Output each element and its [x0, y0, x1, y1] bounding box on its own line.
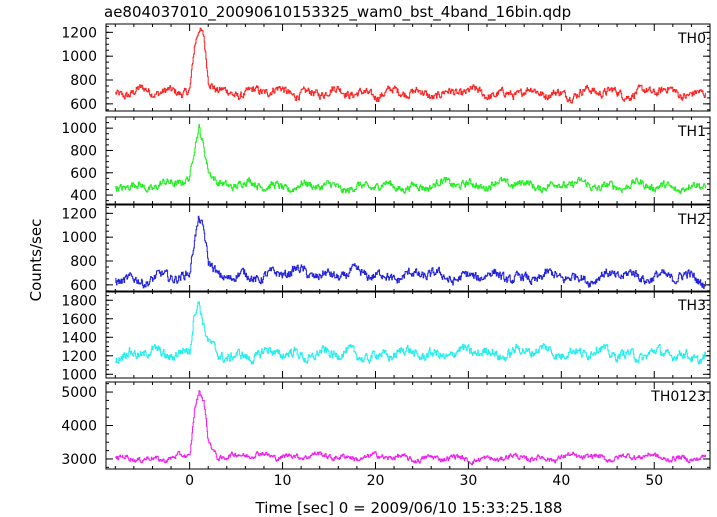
y-tick-label: 1200: [61, 349, 97, 365]
chart-title: ae804037010_20090610153325_wam0_bst_4ban…: [104, 3, 572, 21]
y-tick-label: 1800: [61, 293, 97, 309]
y-tick-label: 3000: [61, 452, 97, 468]
y-tick-label: 1000: [61, 121, 97, 137]
y-tick-label: 400: [70, 188, 97, 204]
y-tick-label: 800: [70, 143, 97, 159]
y-tick-label: 5000: [61, 385, 97, 401]
panel-label: TH0123: [650, 389, 706, 405]
series-line-th3: [115, 301, 706, 365]
y-tick-label: 600: [70, 97, 97, 113]
y-tick-label: 800: [70, 254, 97, 270]
y-tick-label: 1000: [61, 367, 97, 383]
y-tick-label: 600: [70, 166, 97, 182]
x-tick-label: 0: [185, 473, 194, 489]
panel-label: TH0: [677, 31, 706, 47]
x-tick-label: 10: [274, 473, 292, 489]
x-tick-label: 30: [459, 473, 477, 489]
series-line-th0123: [115, 390, 706, 466]
x-tick-label: 20: [367, 473, 385, 489]
y-tick-label: 800: [70, 73, 97, 89]
panel-frame-th3: [105, 290, 711, 379]
series-line-th0: [115, 27, 706, 104]
x-axis-label: Time [sec] 0 = 2009/06/10 15:33:25.188: [255, 499, 563, 517]
y-tick-label: 4000: [61, 419, 97, 435]
y-tick-label: 600: [70, 278, 97, 294]
y-tick-label: 1600: [61, 312, 97, 328]
panel-label: TH1: [677, 124, 706, 140]
panel-frame-th0: [105, 23, 711, 112]
x-tick-label: 50: [645, 473, 663, 489]
panel-frame-th2: [105, 204, 711, 293]
panel-frame-th1: [105, 116, 711, 205]
y-tick-label: 1000: [61, 49, 97, 65]
panel-label: TH2: [677, 212, 706, 228]
series-line-th1: [115, 124, 706, 195]
y-tick-label: 1200: [61, 25, 97, 41]
y-tick-label: 1400: [61, 330, 97, 346]
y-tick-label: 1200: [61, 206, 97, 222]
panel-label: TH3: [677, 298, 706, 314]
series-line-th2: [115, 215, 706, 289]
x-tick-label: 40: [552, 473, 570, 489]
y-tick-label: 1000: [61, 230, 97, 246]
